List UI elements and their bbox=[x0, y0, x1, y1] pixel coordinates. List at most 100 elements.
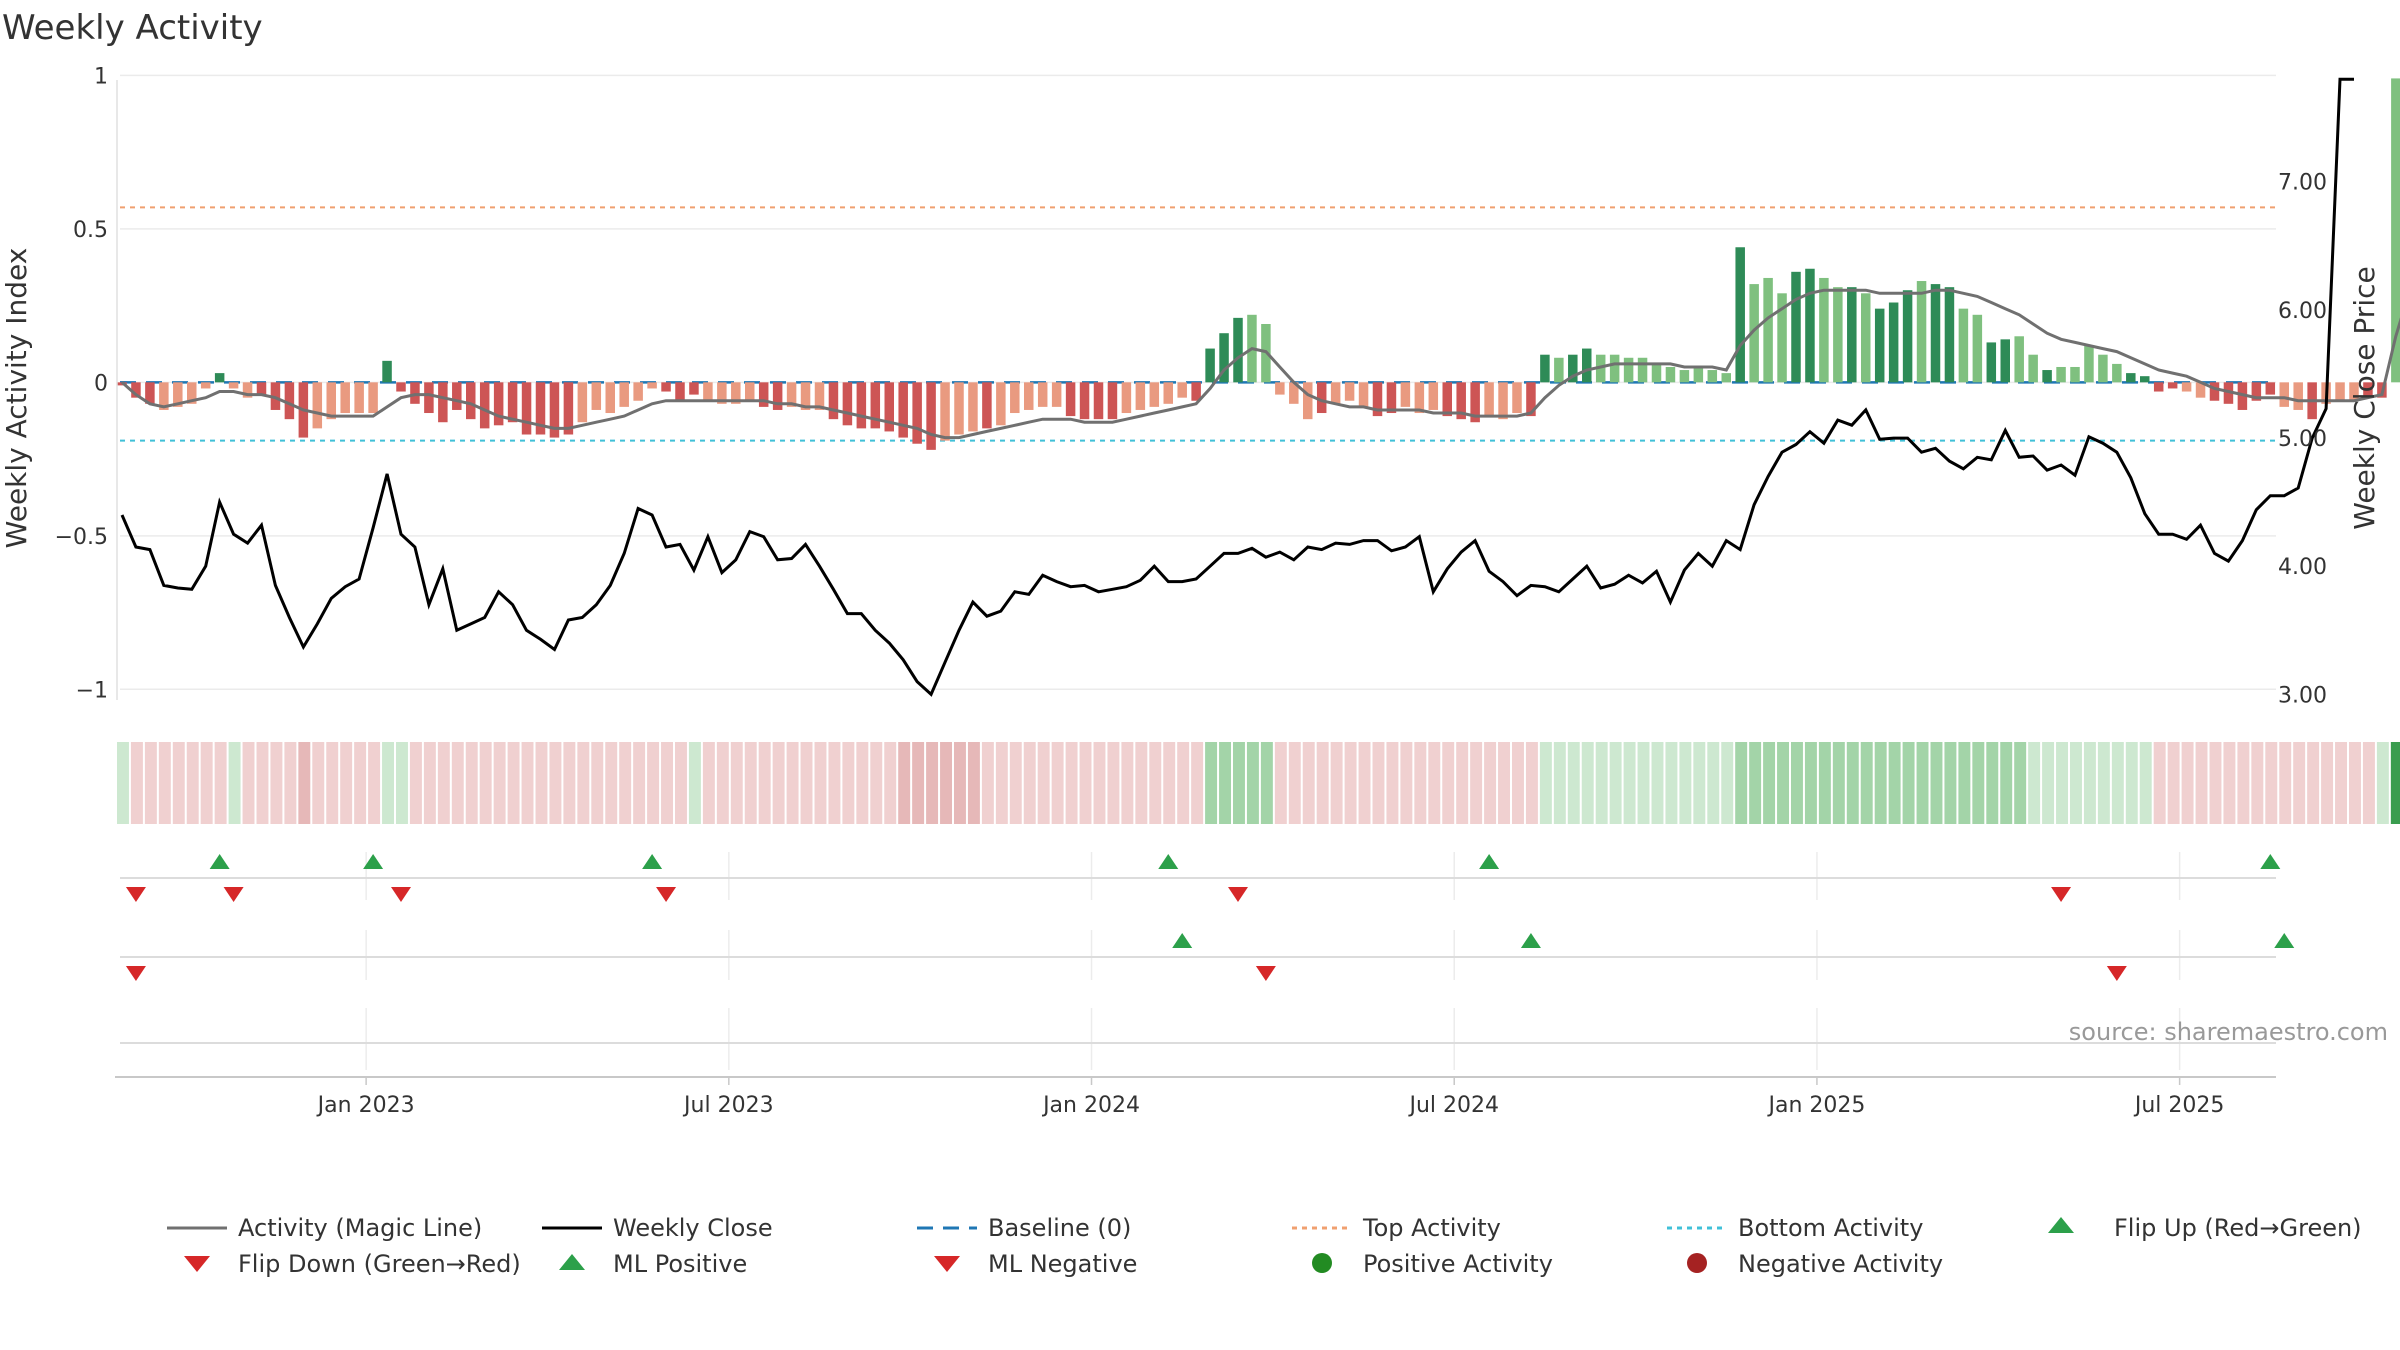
heat-strip-cell bbox=[2335, 742, 2347, 824]
activity-bar bbox=[1372, 382, 1383, 417]
activity-bar bbox=[479, 382, 490, 429]
heat-strip-cell bbox=[228, 742, 241, 824]
axes: 1 0.5 0 −0.5 −1 7.00 6.00 5.00 4.00 3.00 bbox=[55, 64, 2327, 708]
heat-strip-cell bbox=[1693, 742, 1706, 824]
ml-positive-marker bbox=[1520, 933, 1541, 948]
activity-bar bbox=[940, 382, 950, 441]
activity-bar bbox=[1428, 382, 1439, 410]
heat-strip-cell bbox=[716, 742, 729, 824]
heat-strip-cell bbox=[1539, 742, 1552, 824]
heat-strip-cell bbox=[1763, 742, 1776, 824]
heat-strip-cell bbox=[1902, 742, 1915, 824]
heat-strip-cell bbox=[2125, 742, 2138, 824]
legend-label: Negative Activity bbox=[1738, 1250, 1943, 1278]
heat-strip-cell bbox=[2028, 742, 2041, 824]
legend-item-ml-positive: ML Positive bbox=[559, 1250, 747, 1278]
legend-label: Flip Up (Red→Green) bbox=[2114, 1214, 2362, 1242]
legend-item-ml-negative: ML Negative bbox=[934, 1250, 1137, 1278]
heat-strip-cell bbox=[2042, 742, 2055, 824]
heat-strip-cell bbox=[1274, 742, 1287, 824]
heat-strip-cell bbox=[1456, 742, 1469, 824]
heat-strip-cell bbox=[605, 742, 618, 824]
activity-bar bbox=[1065, 382, 1076, 417]
heat-strip-cell bbox=[1930, 742, 1943, 824]
legend-item-bottom-activity: Bottom Activity bbox=[1667, 1214, 1923, 1242]
legend: Activity (Magic Line) Weekly Close Basel… bbox=[167, 1214, 2362, 1278]
heat-strip-cell bbox=[2181, 742, 2194, 824]
heat-strip-cell bbox=[688, 742, 701, 824]
activity-bar bbox=[1986, 342, 1997, 383]
heat-strip-cell bbox=[2265, 742, 2278, 824]
legend-label: Bottom Activity bbox=[1738, 1214, 1923, 1242]
activity-bar bbox=[800, 382, 811, 410]
heat-strip-cell bbox=[200, 742, 213, 824]
heat-strip-cell bbox=[1442, 742, 1455, 824]
heat-strip-cell bbox=[702, 742, 715, 824]
heat-strip-cell bbox=[326, 742, 339, 824]
heat-strip-cell bbox=[1874, 742, 1887, 824]
legend-label: Flip Down (Green→Red) bbox=[238, 1250, 521, 1278]
activity-bar bbox=[731, 382, 741, 404]
heat-strip-cell bbox=[479, 742, 492, 824]
activity-bar bbox=[814, 382, 825, 410]
activity-bar bbox=[745, 382, 755, 401]
heat-strip-cell bbox=[2223, 742, 2236, 824]
activity-bar bbox=[2349, 382, 2359, 401]
heat-strip-cell bbox=[1707, 742, 1720, 824]
heat-strip-cell bbox=[2390, 742, 2400, 824]
activity-bar bbox=[1135, 382, 1146, 410]
heat-strip-cell bbox=[1470, 742, 1483, 824]
y-tick-label: 1 bbox=[94, 64, 108, 89]
activity-bar bbox=[2140, 376, 2150, 383]
x-tick-label: Jul 2024 bbox=[1407, 1093, 1499, 1118]
activity-bar bbox=[2000, 339, 2010, 383]
heat-strip-cell bbox=[647, 742, 660, 824]
activity-bar bbox=[2237, 382, 2248, 410]
activity-bar bbox=[1149, 382, 1160, 407]
heat-strip-cell bbox=[256, 742, 269, 824]
activity-bar bbox=[340, 382, 350, 414]
activity-bar bbox=[256, 382, 267, 395]
heat-strip-cell bbox=[633, 742, 646, 824]
activity-bar bbox=[689, 382, 699, 395]
heat-strip-cell bbox=[1804, 742, 1817, 824]
heat-strip-cell bbox=[1512, 742, 1524, 824]
heat-strip-cell bbox=[1330, 742, 1343, 824]
activity-bar bbox=[200, 382, 211, 389]
activity-bar bbox=[424, 382, 434, 414]
heat-strip-cell bbox=[172, 742, 185, 824]
heat-strip-cell bbox=[1832, 742, 1845, 824]
heat-strip-cell bbox=[535, 742, 548, 824]
heat-strip-cell bbox=[912, 742, 925, 824]
activity-bar bbox=[159, 382, 169, 410]
activity-bar bbox=[1568, 354, 1578, 383]
activity-bar bbox=[2195, 382, 2206, 398]
heat-strip-cell bbox=[758, 742, 771, 824]
legend-label: Positive Activity bbox=[1363, 1250, 1553, 1278]
activity-bar bbox=[1721, 373, 1731, 383]
activity-bar bbox=[1386, 382, 1397, 414]
activity-bar bbox=[1637, 357, 1648, 383]
flip-down-marker bbox=[2051, 887, 2072, 902]
x-tick-label: Jan 2023 bbox=[316, 1093, 415, 1118]
weekly-close-series bbox=[120, 77, 2354, 697]
activity-bar bbox=[758, 382, 769, 407]
heat-strip-cell bbox=[2097, 742, 2110, 824]
y-tick-label: −0.5 bbox=[55, 525, 108, 550]
magic-line-series bbox=[121, 288, 2400, 440]
heat-strip-cell bbox=[1219, 742, 1231, 824]
heat-strip-cell bbox=[437, 742, 450, 824]
heat-strip-cell bbox=[1665, 742, 1678, 824]
activity-bar bbox=[466, 382, 476, 420]
heat-strip-cell bbox=[493, 742, 506, 824]
activity-bar bbox=[312, 382, 323, 429]
activity-bar bbox=[1623, 357, 1634, 383]
source-text: source: sharemaestro.com bbox=[2069, 1018, 2388, 1046]
x-tick-label: Jan 2024 bbox=[1041, 1093, 1140, 1118]
activity-bar bbox=[326, 382, 336, 420]
heat-strip-cell bbox=[940, 742, 952, 824]
heat-strip-cell bbox=[214, 742, 227, 824]
activity-bars bbox=[117, 78, 2400, 450]
heat-strip-cell bbox=[730, 742, 743, 824]
activity-bar bbox=[1303, 382, 1313, 420]
